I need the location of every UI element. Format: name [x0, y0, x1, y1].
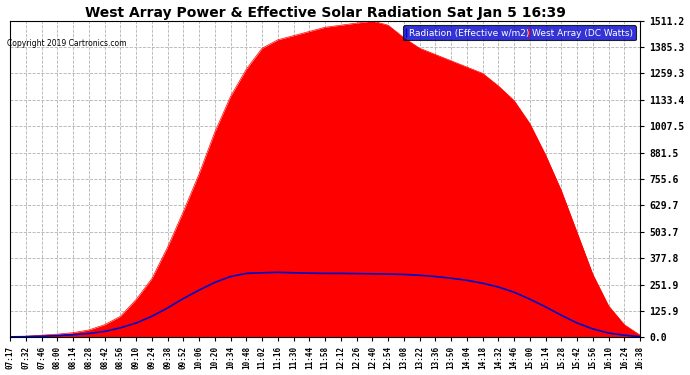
Text: Copyright 2019 Cartronics.com: Copyright 2019 Cartronics.com: [7, 39, 126, 48]
Title: West Array Power & Effective Solar Radiation Sat Jan 5 16:39: West Array Power & Effective Solar Radia…: [85, 6, 566, 20]
Legend: Radiation (Effective w/m2), West Array (DC Watts): Radiation (Effective w/m2), West Array (…: [404, 25, 635, 40]
